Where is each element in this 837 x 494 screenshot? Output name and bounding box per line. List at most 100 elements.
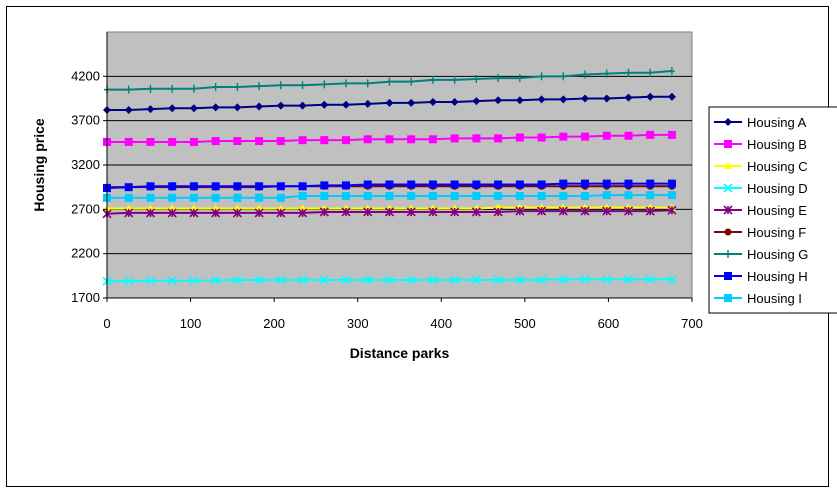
point-housing-a-11 [342, 100, 351, 109]
point-housing-i-13 [385, 192, 394, 201]
point-housing-d-14 [406, 275, 416, 285]
point-housing-g-3 [169, 84, 176, 93]
series-layer [102, 67, 677, 286]
series-housing-a [103, 92, 676, 115]
point-housing-e-22 [580, 206, 590, 216]
x-tick-label-400: 400 [430, 316, 452, 331]
point-housing-h-17 [472, 180, 481, 189]
point-housing-d-8 [276, 275, 286, 285]
point-housing-e-5 [211, 208, 221, 218]
point-housing-b-23 [602, 131, 611, 140]
point-housing-c-3 [168, 204, 177, 212]
point-housing-i-6 [233, 193, 242, 202]
point-housing-e-13 [384, 207, 395, 217]
point-housing-i-8 [276, 193, 285, 202]
point-housing-h-12 [363, 180, 372, 189]
legend-marker-housing-a [724, 118, 732, 126]
point-housing-a-10 [320, 100, 329, 109]
point-housing-b-6 [233, 137, 242, 146]
point-housing-b-15 [428, 135, 437, 144]
point-housing-b-13 [385, 135, 394, 144]
point-housing-g-19 [516, 74, 523, 83]
point-housing-h-18 [494, 180, 503, 189]
point-housing-b-17 [472, 134, 481, 143]
point-housing-i-5 [211, 193, 220, 202]
point-housing-g-5 [212, 82, 219, 91]
point-housing-d-25 [645, 274, 655, 284]
point-housing-h-7 [255, 182, 264, 191]
point-housing-d-3 [167, 276, 177, 286]
point-housing-e-12 [363, 207, 373, 217]
point-housing-e-6 [232, 208, 242, 218]
point-housing-h-25 [646, 179, 655, 188]
point-housing-c-9 [298, 204, 307, 212]
point-housing-h-4 [189, 182, 198, 191]
series-housing-d [102, 274, 677, 286]
point-housing-h-6 [233, 182, 242, 191]
point-housing-a-8 [276, 101, 285, 110]
axes: 1700 2200 2700 3200 3700 4200 0 100 200 300 400 500… [71, 32, 703, 331]
point-housing-a-26 [667, 92, 676, 101]
point-housing-c-1 [124, 204, 133, 212]
point-housing-e-3 [167, 208, 177, 218]
legend-marker-housing-d [723, 183, 733, 193]
point-housing-b-22 [581, 132, 590, 141]
point-housing-h-26 [667, 179, 676, 188]
point-housing-i-24 [624, 191, 633, 200]
point-housing-b-11 [342, 136, 351, 145]
point-housing-g-26 [668, 67, 675, 76]
point-housing-c-8 [276, 204, 285, 212]
y-tick-label-2700: 2700 [71, 201, 100, 216]
series-housing-g [104, 67, 675, 94]
point-housing-h-19 [515, 180, 524, 189]
x-tick-label-300: 300 [347, 316, 369, 331]
point-housing-i-15 [428, 192, 437, 201]
point-housing-g-18 [495, 74, 502, 83]
point-housing-g-24 [625, 68, 632, 77]
point-housing-e-21 [558, 206, 568, 216]
point-housing-d-12 [363, 275, 373, 285]
point-housing-c-5 [211, 204, 220, 212]
point-housing-h-3 [168, 182, 177, 191]
point-housing-d-18 [493, 275, 503, 285]
point-housing-g-2 [147, 84, 154, 93]
x-tick-label-700: 700 [681, 316, 703, 331]
point-housing-b-19 [515, 133, 524, 142]
point-housing-b-14 [407, 135, 416, 144]
point-housing-b-21 [559, 132, 568, 141]
point-housing-e-16 [450, 207, 460, 217]
point-housing-b-10 [320, 136, 329, 145]
point-housing-i-18 [494, 192, 503, 201]
point-housing-g-12 [364, 79, 371, 88]
point-housing-i-12 [363, 192, 372, 201]
point-housing-b-20 [537, 133, 546, 142]
point-housing-d-23 [602, 274, 612, 284]
point-housing-d-13 [384, 275, 395, 285]
point-housing-h-5 [211, 182, 220, 191]
legend-label-housing-a: Housing A [747, 115, 807, 130]
point-housing-i-3 [168, 193, 177, 202]
point-housing-a-5 [211, 103, 220, 112]
point-housing-h-24 [624, 179, 633, 188]
point-housing-i-26 [667, 191, 676, 200]
point-housing-b-5 [211, 137, 220, 146]
point-housing-e-20 [537, 206, 547, 216]
point-housing-e-14 [406, 207, 416, 217]
point-housing-d-2 [145, 276, 156, 286]
point-housing-i-1 [124, 193, 133, 202]
point-housing-i-4 [189, 193, 198, 202]
point-housing-a-20 [537, 95, 546, 104]
legend-label-housing-d: Housing D [747, 181, 808, 196]
point-housing-g-14 [408, 77, 415, 86]
legend-marker-housing-i [724, 294, 732, 302]
x-tick-label-500: 500 [514, 316, 536, 331]
point-housing-g-21 [560, 72, 567, 81]
point-housing-a-14 [407, 98, 416, 107]
point-housing-d-26 [667, 274, 677, 284]
point-housing-a-9 [298, 101, 307, 110]
point-housing-b-3 [168, 137, 177, 146]
point-housing-d-10 [319, 275, 329, 285]
point-housing-e-4 [189, 208, 199, 218]
point-housing-h-21 [559, 179, 568, 188]
legend-label-housing-c: Housing C [747, 159, 808, 174]
